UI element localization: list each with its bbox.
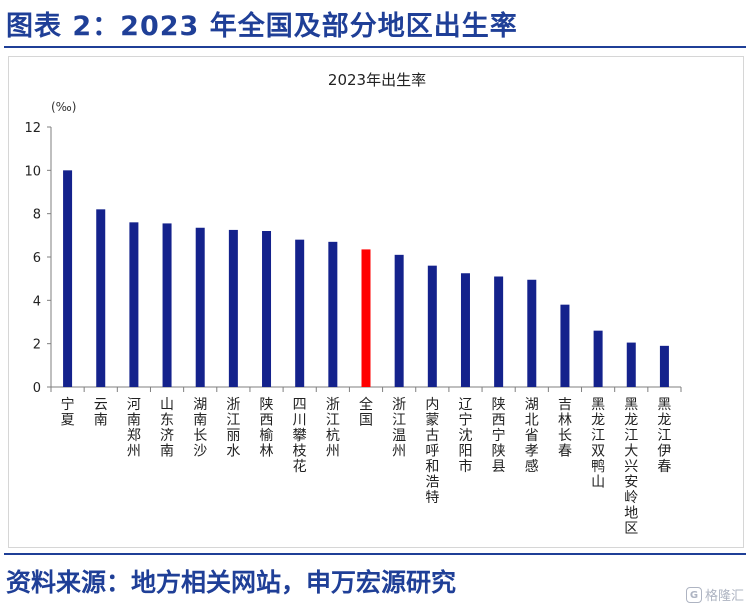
bar-11 [427,265,437,387]
bar-7 [295,239,305,387]
chart-frame: 2023年出生率 (‰) 0 2 4 6 8 10 12 宁夏 云南 河南郑州 山东济南 湖南长沙 浙… [8,56,744,548]
x-tick-label: 河南郑州 [127,397,141,460]
y-tick-label: 10 [24,164,41,179]
bar-4 [195,227,205,387]
x-tick-label: 辽宁沈阳市 [458,397,472,475]
bar-9 [361,249,371,387]
x-tick-label: 云南 [94,397,108,429]
y-tick-label: 0 [33,381,41,396]
x-tick-label: 浙江温州 [392,397,406,460]
x-tick-label: 黑龙江大兴安岭地区 [624,397,638,537]
y-tick-label: 6 [33,251,41,266]
x-tick-label: 陕西榆林 [260,397,274,460]
bar-10 [394,254,404,387]
page-title: 图表 2：2023 年全国及部分地区出生率 [6,11,518,42]
bar-16 [593,330,603,387]
y-tick-label: 8 [33,208,41,223]
bars [63,170,669,387]
x-tick-label: 山东济南 [160,397,174,460]
watermark: G 格隆汇 [685,585,744,604]
x-tick-label: 全国 [359,396,373,429]
x-tick-label: 四川攀枝花 [293,397,307,475]
bottom-divider [4,553,746,555]
bar-5 [228,229,238,387]
y-axis-unit: (‰) [51,100,76,114]
y-tick-label: 2 [33,338,41,353]
watermark-text: 格隆汇 [704,589,744,604]
top-divider [4,46,746,48]
x-tick-label: 黑龙江伊春 [657,397,671,475]
bar-18 [659,345,669,387]
bar-0 [63,170,73,387]
x-tick-label: 内蒙古呼和浩特 [425,397,439,506]
bar-15 [560,304,570,387]
bar-8 [328,241,338,387]
x-tick-label: 浙江丽水 [226,397,240,460]
x-tick-label: 吉林长春 [558,397,572,460]
x-tick-label: 陕西宁陕县 [492,397,506,475]
gelonghui-logo-icon: G [685,586,702,603]
x-tick-label: 湖北省孝感 [525,397,539,475]
x-tick-label: 黑龙江双鸭山 [591,397,605,491]
bar-1 [96,209,106,387]
bar-3 [162,223,172,387]
bar-14 [527,279,537,387]
chart-title: 2023年出生率 [328,71,426,89]
x-tick-label: 宁夏 [61,396,75,429]
source-note: 资料来源：地方相关网站，申万宏源研究 [6,568,457,597]
y-tick-label: 12 [24,121,41,136]
bar-17 [626,342,636,387]
bar-2 [129,222,139,387]
y-tick-labels: 0 2 4 6 8 10 12 [24,121,41,396]
bar-12 [460,273,470,387]
bar-13 [494,276,504,387]
y-tick-label: 4 [33,294,41,309]
axes [47,126,682,392]
x-tick-label: 湖南长沙 [193,397,207,460]
bar-6 [262,231,272,387]
x-tick-label: 浙江杭州 [326,397,340,460]
